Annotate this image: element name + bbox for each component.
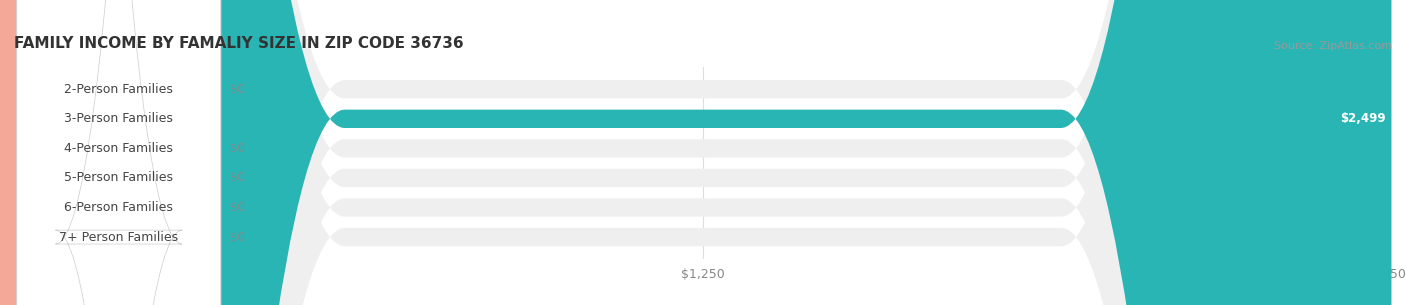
FancyBboxPatch shape xyxy=(0,0,180,305)
Text: 2-Person Families: 2-Person Families xyxy=(65,83,173,96)
Text: FAMILY INCOME BY FAMALIY SIZE IN ZIP CODE 36736: FAMILY INCOME BY FAMALIY SIZE IN ZIP COD… xyxy=(14,36,464,51)
FancyBboxPatch shape xyxy=(14,0,1392,305)
Text: Source: ZipAtlas.com: Source: ZipAtlas.com xyxy=(1274,41,1392,51)
FancyBboxPatch shape xyxy=(17,0,221,305)
FancyBboxPatch shape xyxy=(17,0,221,305)
FancyBboxPatch shape xyxy=(17,0,221,305)
Text: 6-Person Families: 6-Person Families xyxy=(65,201,173,214)
FancyBboxPatch shape xyxy=(0,0,180,305)
Text: $0: $0 xyxy=(231,83,245,96)
Text: $0: $0 xyxy=(231,142,245,155)
FancyBboxPatch shape xyxy=(17,0,221,305)
Text: $0: $0 xyxy=(231,171,245,185)
Text: $2,499: $2,499 xyxy=(1340,112,1386,125)
Text: 4-Person Families: 4-Person Families xyxy=(65,142,173,155)
FancyBboxPatch shape xyxy=(17,0,221,305)
FancyBboxPatch shape xyxy=(17,0,221,305)
FancyBboxPatch shape xyxy=(14,0,1392,305)
Text: 3-Person Families: 3-Person Families xyxy=(65,112,173,125)
Text: 7+ Person Families: 7+ Person Families xyxy=(59,231,179,244)
FancyBboxPatch shape xyxy=(0,0,180,305)
FancyBboxPatch shape xyxy=(14,0,1392,305)
FancyBboxPatch shape xyxy=(14,0,1392,305)
FancyBboxPatch shape xyxy=(0,0,180,305)
Text: $0: $0 xyxy=(231,231,245,244)
Text: 5-Person Families: 5-Person Families xyxy=(65,171,173,185)
FancyBboxPatch shape xyxy=(14,0,1392,305)
FancyBboxPatch shape xyxy=(14,0,1392,305)
FancyBboxPatch shape xyxy=(14,0,1392,305)
Text: $0: $0 xyxy=(231,201,245,214)
FancyBboxPatch shape xyxy=(0,0,180,305)
